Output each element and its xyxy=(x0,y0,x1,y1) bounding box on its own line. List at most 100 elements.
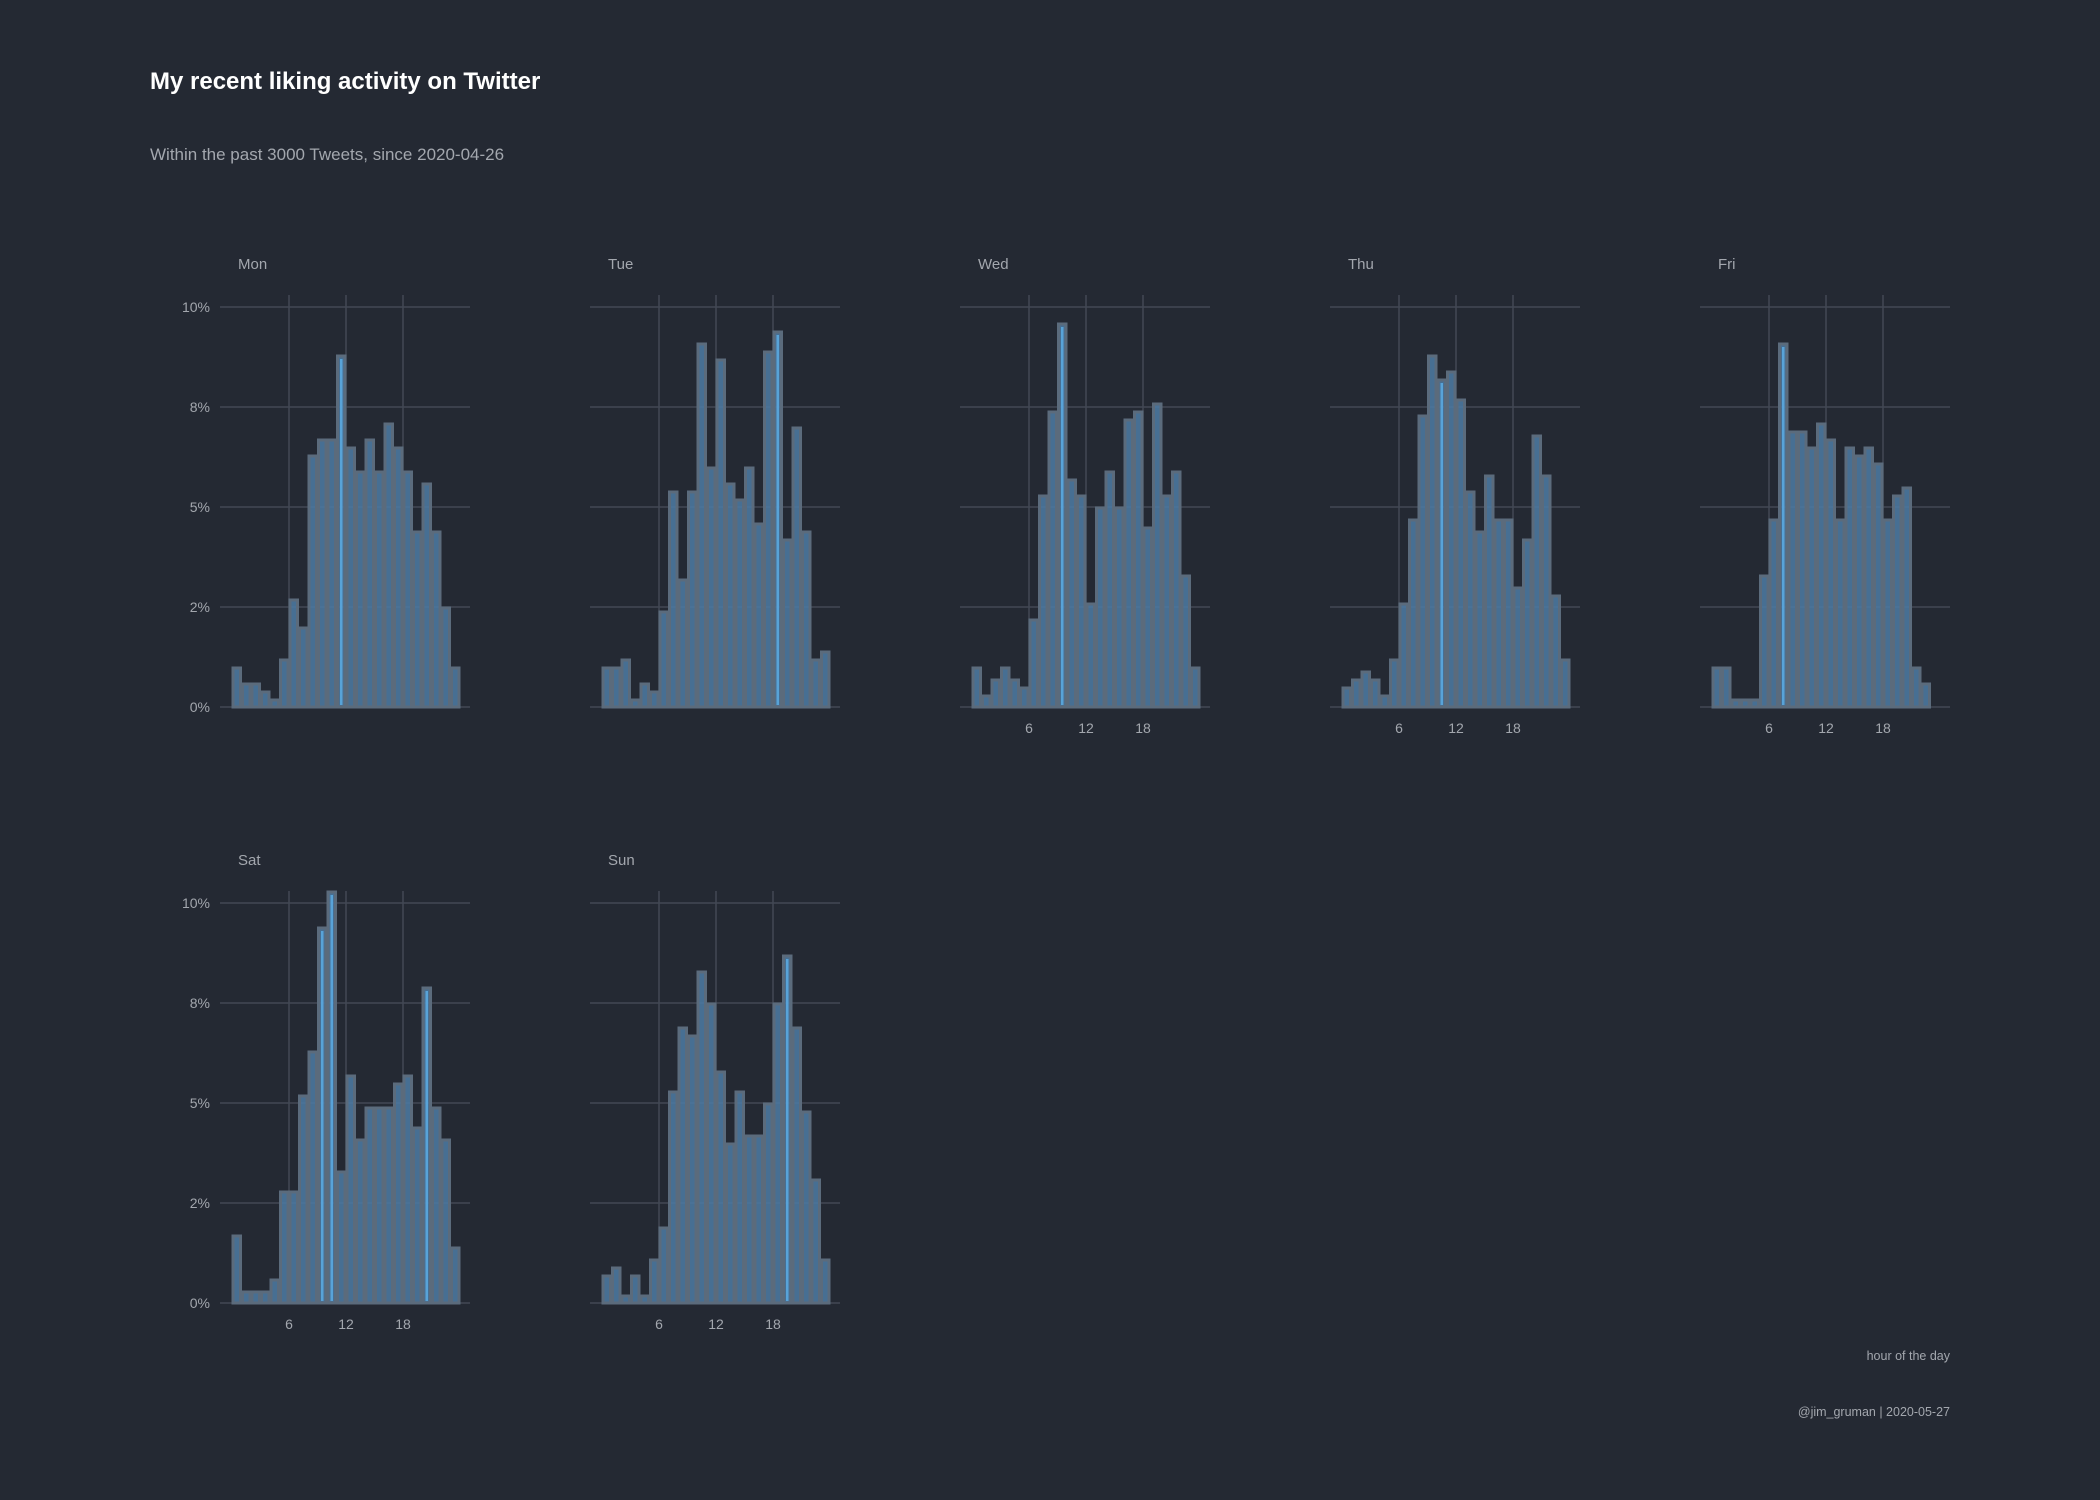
histogram-bar xyxy=(782,538,793,709)
facet-panel-sat: Sat 0% 2% 5% 8% 10% 6 12 18 xyxy=(182,852,470,1332)
histogram-bar xyxy=(393,446,404,709)
x-tick-label: 12 xyxy=(1448,720,1464,736)
histogram-bar xyxy=(1806,446,1817,709)
histogram-bar xyxy=(649,690,660,709)
histogram-bar xyxy=(1797,430,1808,709)
histogram-bar xyxy=(450,666,461,709)
histogram-bar xyxy=(393,1082,404,1305)
histogram-bar xyxy=(620,1294,631,1305)
histogram-bar xyxy=(734,1090,745,1305)
histogram-bar xyxy=(1341,686,1352,709)
histogram-bar xyxy=(706,466,717,709)
y-tick-label: 5% xyxy=(190,1095,210,1111)
histogram-bar xyxy=(658,610,669,709)
histogram-bar xyxy=(1560,658,1571,709)
facet-panel-wed: Wed 6 12 18 xyxy=(960,256,1210,736)
histogram-bar xyxy=(1000,666,1011,709)
histogram-bar xyxy=(1076,494,1087,709)
histogram-bar xyxy=(971,666,982,709)
histogram-bar xyxy=(706,1002,717,1305)
histogram-bar xyxy=(1825,438,1836,709)
histogram-bar xyxy=(1104,470,1115,709)
facet-label: Fri xyxy=(1718,256,1736,273)
histogram-bar xyxy=(696,342,707,709)
histogram-bar xyxy=(1370,678,1381,709)
histogram-bar xyxy=(1503,518,1514,709)
histogram-bar xyxy=(630,698,641,709)
y-tick-label: 10% xyxy=(182,895,210,911)
histogram-bar xyxy=(810,658,821,709)
histogram-bar xyxy=(658,1226,669,1305)
histogram-bar xyxy=(630,1274,641,1305)
histogram-bar xyxy=(696,970,707,1305)
histogram-bar xyxy=(981,694,992,709)
histogram-bar xyxy=(649,1258,660,1305)
x-tick-label: 6 xyxy=(285,1316,293,1332)
histogram-bar xyxy=(801,530,812,709)
histogram-bar xyxy=(744,1134,755,1305)
y-tick-label: 0% xyxy=(190,1295,210,1311)
y-tick-label: 5% xyxy=(190,499,210,515)
histogram-bar xyxy=(241,682,252,709)
histogram-bar xyxy=(260,690,271,709)
histogram-bar xyxy=(279,1190,290,1305)
histogram-bar xyxy=(1019,686,1030,709)
histogram-bar xyxy=(820,1258,831,1305)
histogram-bar xyxy=(1882,518,1893,709)
histogram-bar xyxy=(1873,462,1884,709)
histogram-bar xyxy=(639,682,650,709)
histogram-bar xyxy=(1541,474,1552,709)
histogram-bar xyxy=(241,1290,252,1305)
histogram-bar xyxy=(1711,666,1722,709)
histogram-bar xyxy=(1920,682,1931,709)
histogram-bar xyxy=(260,1290,271,1305)
histogram-bar xyxy=(1465,490,1476,709)
x-axis-caption: hour of the day xyxy=(1866,1349,1950,1363)
histogram-bar xyxy=(1085,602,1096,709)
plot-caption: @jim_gruman | 2020-05-27 xyxy=(1797,1405,1950,1419)
histogram-bar xyxy=(431,530,442,709)
histogram-bar xyxy=(1768,518,1779,709)
histogram-bar xyxy=(1835,518,1846,709)
histogram-bar xyxy=(772,1002,783,1305)
histogram-bar xyxy=(1351,678,1362,709)
histogram-bar xyxy=(1171,470,1182,709)
histogram-bar xyxy=(677,1026,688,1305)
x-tick-label: 18 xyxy=(1505,720,1521,736)
histogram-bar xyxy=(336,1170,347,1305)
histogram-bar xyxy=(620,658,631,709)
facet-label: Sat xyxy=(238,852,261,869)
histogram-bar xyxy=(374,470,385,709)
histogram-bar xyxy=(1028,618,1039,709)
histogram-bar xyxy=(1180,574,1191,709)
histogram-bar xyxy=(421,482,432,709)
histogram-bar xyxy=(1379,694,1390,709)
histogram-bar xyxy=(317,438,328,709)
histogram-bar xyxy=(307,454,318,709)
histogram-bar xyxy=(1474,530,1485,709)
histogram-bar xyxy=(1863,446,1874,709)
chart-title: My recent liking activity on Twitter xyxy=(150,68,541,95)
histogram-bar xyxy=(1408,518,1419,709)
histogram-bar xyxy=(687,1034,698,1305)
histogram-bar xyxy=(364,438,375,709)
facet-label: Sun xyxy=(608,852,635,869)
histogram-bar xyxy=(355,470,366,709)
histogram-bar xyxy=(1550,594,1561,709)
histogram-bar xyxy=(288,598,299,709)
histogram-bar xyxy=(431,1106,442,1305)
histogram-bar xyxy=(677,578,688,709)
histogram-bar xyxy=(820,650,831,709)
histogram-bar xyxy=(383,1106,394,1305)
histogram-bar xyxy=(791,426,802,709)
y-tick-label: 0% xyxy=(190,699,210,715)
histogram-bar xyxy=(1901,486,1912,709)
histogram-bar xyxy=(1152,402,1163,709)
facet-label: Wed xyxy=(978,256,1009,273)
histogram-bar xyxy=(1114,506,1125,709)
x-tick-label: 6 xyxy=(655,1316,663,1332)
facet-label: Thu xyxy=(1348,256,1374,273)
histogram-bar xyxy=(450,1246,461,1305)
histogram-bar xyxy=(402,470,413,709)
y-tick-label: 2% xyxy=(190,1195,210,1211)
